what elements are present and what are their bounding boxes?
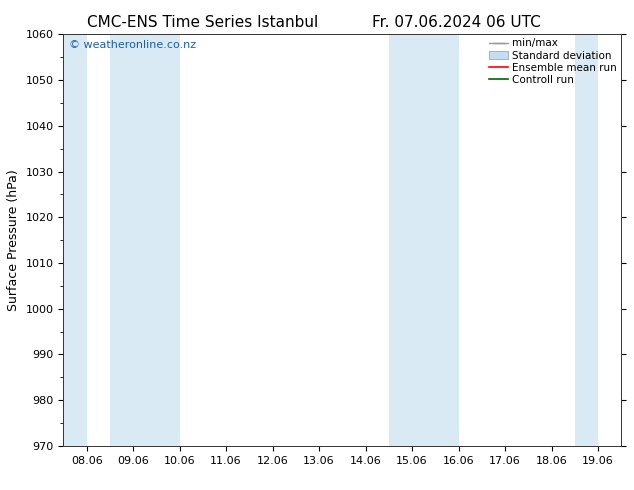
Bar — [63, 34, 87, 446]
Bar — [110, 34, 179, 446]
Legend: min/max, Standard deviation, Ensemble mean run, Controll run: min/max, Standard deviation, Ensemble me… — [488, 36, 619, 87]
Text: © weatheronline.co.nz: © weatheronline.co.nz — [69, 41, 196, 50]
Bar — [575, 34, 598, 446]
Bar — [389, 34, 458, 446]
Y-axis label: Surface Pressure (hPa): Surface Pressure (hPa) — [7, 169, 20, 311]
Text: Fr. 07.06.2024 06 UTC: Fr. 07.06.2024 06 UTC — [372, 15, 541, 30]
Text: CMC-ENS Time Series Istanbul: CMC-ENS Time Series Istanbul — [87, 15, 318, 30]
